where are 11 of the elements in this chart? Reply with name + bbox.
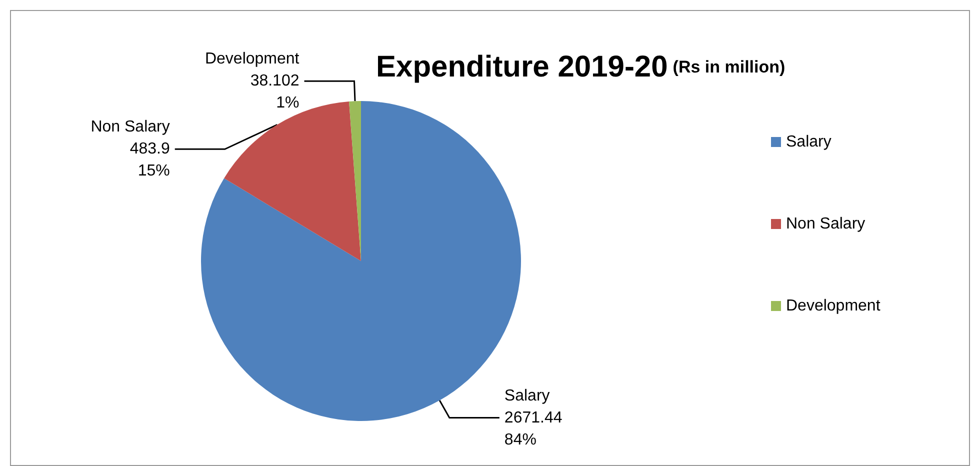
slice-label: Salary	[504, 387, 550, 404]
data-label: 2671.44 84%	[504, 409, 562, 448]
chart-subtitle: (Rs in million)	[672, 58, 786, 76]
legend-label: Salary	[786, 134, 832, 150]
slice-label: Non Salary	[90, 118, 170, 136]
legend-label: Development	[786, 298, 881, 314]
data-label: 38.102 1%	[250, 72, 300, 112]
data-label: 483.9 15%	[130, 140, 170, 180]
chart-title: Expenditure 2019-20	[376, 50, 668, 84]
slice-label: Development	[204, 50, 300, 68]
legend-label: Non Salary	[786, 216, 866, 232]
